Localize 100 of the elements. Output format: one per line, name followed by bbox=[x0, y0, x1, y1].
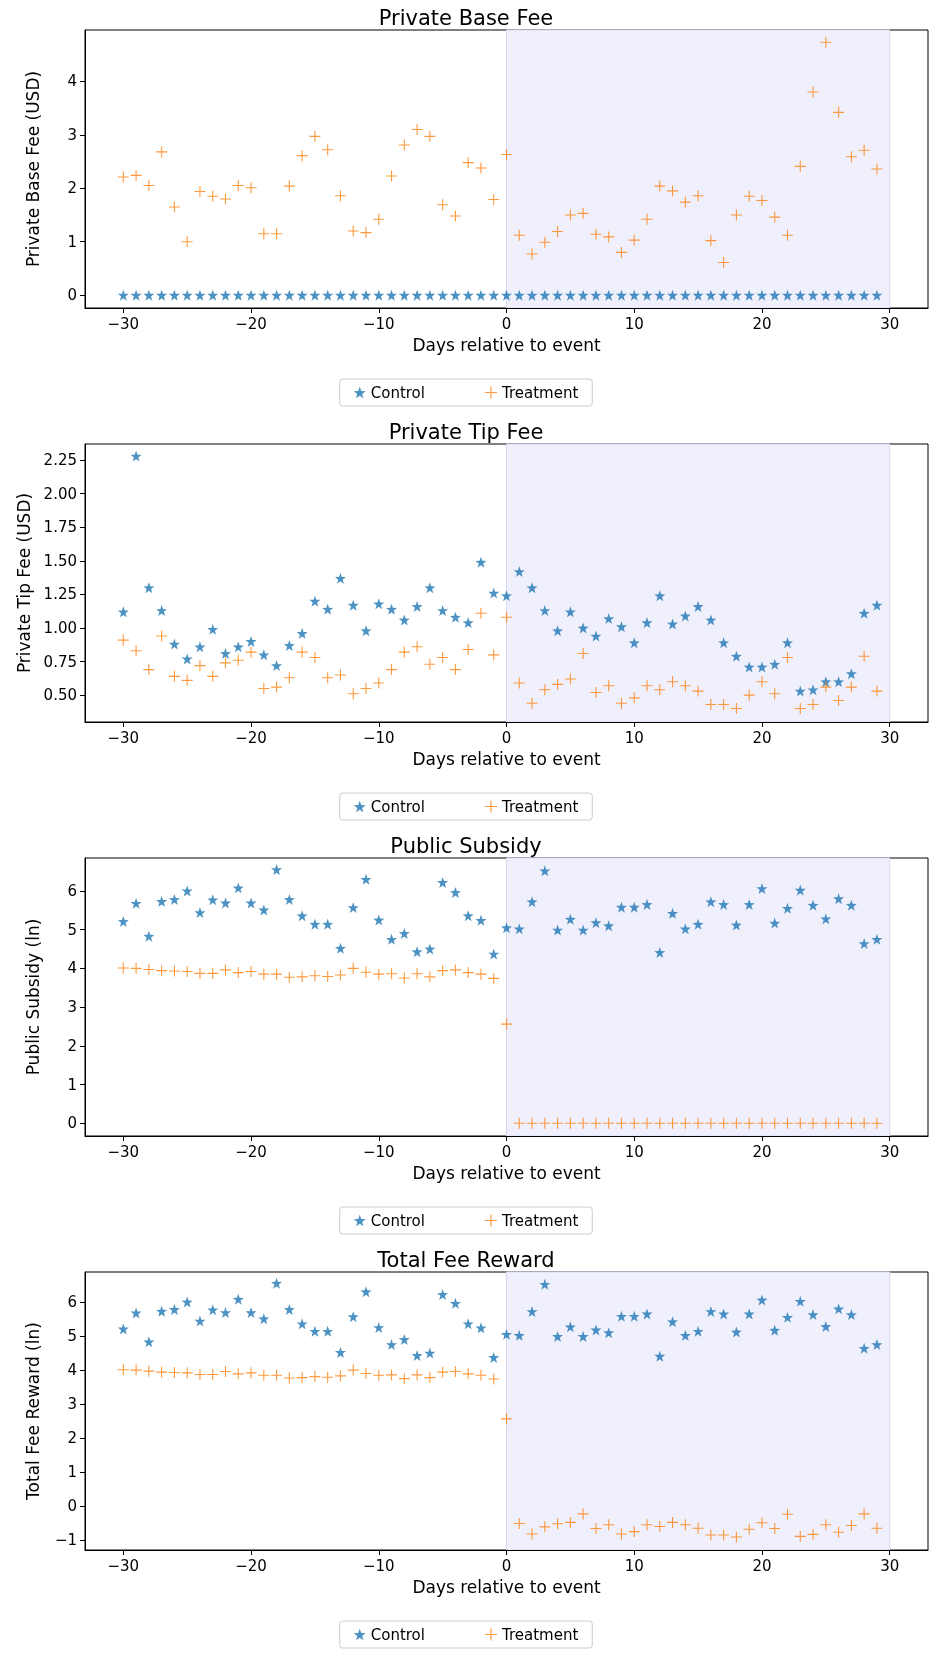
point bbox=[168, 289, 180, 301]
point bbox=[411, 968, 423, 980]
point bbox=[718, 257, 730, 269]
point bbox=[373, 914, 385, 926]
point bbox=[820, 681, 832, 693]
point bbox=[360, 966, 372, 978]
point bbox=[564, 606, 576, 618]
point bbox=[309, 130, 321, 142]
point bbox=[743, 190, 755, 202]
point bbox=[309, 595, 321, 607]
point bbox=[475, 1369, 487, 1381]
point bbox=[296, 289, 308, 301]
point bbox=[194, 185, 206, 197]
point bbox=[462, 910, 474, 922]
y-tick-label: 1 bbox=[67, 232, 77, 251]
point bbox=[667, 1117, 679, 1129]
point bbox=[117, 606, 129, 618]
point bbox=[769, 211, 781, 223]
point bbox=[411, 289, 423, 301]
point bbox=[845, 681, 857, 693]
point bbox=[398, 646, 410, 658]
y-tick-label: 0.75 bbox=[43, 652, 77, 671]
point bbox=[501, 922, 512, 934]
point bbox=[181, 289, 193, 301]
point bbox=[437, 605, 449, 617]
point bbox=[552, 289, 564, 301]
y-tick-label: 0.50 bbox=[43, 686, 77, 705]
y-tick-label: 5 bbox=[67, 920, 77, 939]
point bbox=[220, 657, 231, 669]
point bbox=[628, 1526, 640, 1538]
point bbox=[271, 660, 283, 672]
point bbox=[130, 962, 142, 974]
point bbox=[309, 289, 321, 301]
point bbox=[679, 1519, 691, 1531]
point bbox=[871, 1522, 883, 1534]
point bbox=[590, 289, 602, 301]
point bbox=[194, 660, 206, 672]
y-axis-title: Private Tip Fee (USD) bbox=[14, 492, 35, 674]
point bbox=[232, 967, 244, 979]
point bbox=[488, 972, 500, 984]
point bbox=[437, 199, 449, 211]
point bbox=[833, 1526, 845, 1538]
point bbox=[667, 618, 679, 630]
point bbox=[794, 685, 806, 697]
point bbox=[296, 971, 308, 983]
point bbox=[181, 965, 193, 977]
point bbox=[615, 1528, 627, 1540]
x-tick-label: 20 bbox=[752, 1142, 772, 1161]
point bbox=[271, 968, 283, 980]
point bbox=[730, 703, 742, 715]
point bbox=[845, 1309, 857, 1321]
point bbox=[769, 1117, 781, 1129]
point bbox=[501, 1018, 512, 1030]
point bbox=[283, 1372, 295, 1384]
point bbox=[398, 139, 410, 151]
y-tick-label: 3 bbox=[67, 998, 77, 1017]
point bbox=[373, 289, 385, 301]
point bbox=[347, 1364, 359, 1376]
point bbox=[181, 1296, 193, 1308]
point bbox=[168, 638, 180, 650]
point bbox=[692, 1325, 704, 1337]
point bbox=[360, 289, 372, 301]
x-tick-label: 20 bbox=[752, 1556, 772, 1575]
point bbox=[667, 185, 679, 197]
point bbox=[820, 1321, 832, 1333]
point bbox=[117, 962, 129, 974]
point bbox=[769, 658, 781, 670]
point bbox=[705, 699, 717, 711]
point bbox=[858, 1508, 870, 1520]
point bbox=[871, 1117, 883, 1129]
point bbox=[641, 898, 653, 910]
point bbox=[718, 898, 730, 910]
point bbox=[615, 621, 627, 633]
point bbox=[449, 964, 461, 976]
point bbox=[820, 676, 832, 688]
point bbox=[807, 699, 819, 711]
point bbox=[207, 190, 219, 202]
point bbox=[603, 680, 615, 692]
x-axis-title: Days relative to event bbox=[412, 1576, 601, 1597]
x-tick-label: −30 bbox=[107, 728, 140, 747]
legend-label: Control bbox=[370, 1625, 425, 1644]
point bbox=[577, 207, 589, 219]
point bbox=[782, 229, 793, 241]
point bbox=[871, 933, 883, 945]
point bbox=[679, 923, 691, 935]
point bbox=[322, 1325, 334, 1337]
point bbox=[232, 1293, 244, 1305]
point bbox=[309, 1371, 321, 1383]
point bbox=[143, 930, 155, 942]
point bbox=[334, 942, 346, 954]
point bbox=[794, 289, 806, 301]
point bbox=[513, 1329, 525, 1341]
point bbox=[641, 1117, 653, 1129]
point bbox=[564, 1516, 576, 1528]
point bbox=[232, 654, 244, 666]
point bbox=[181, 653, 193, 665]
point bbox=[181, 885, 193, 897]
point bbox=[232, 1368, 244, 1380]
point bbox=[769, 688, 781, 700]
point bbox=[386, 1369, 398, 1381]
